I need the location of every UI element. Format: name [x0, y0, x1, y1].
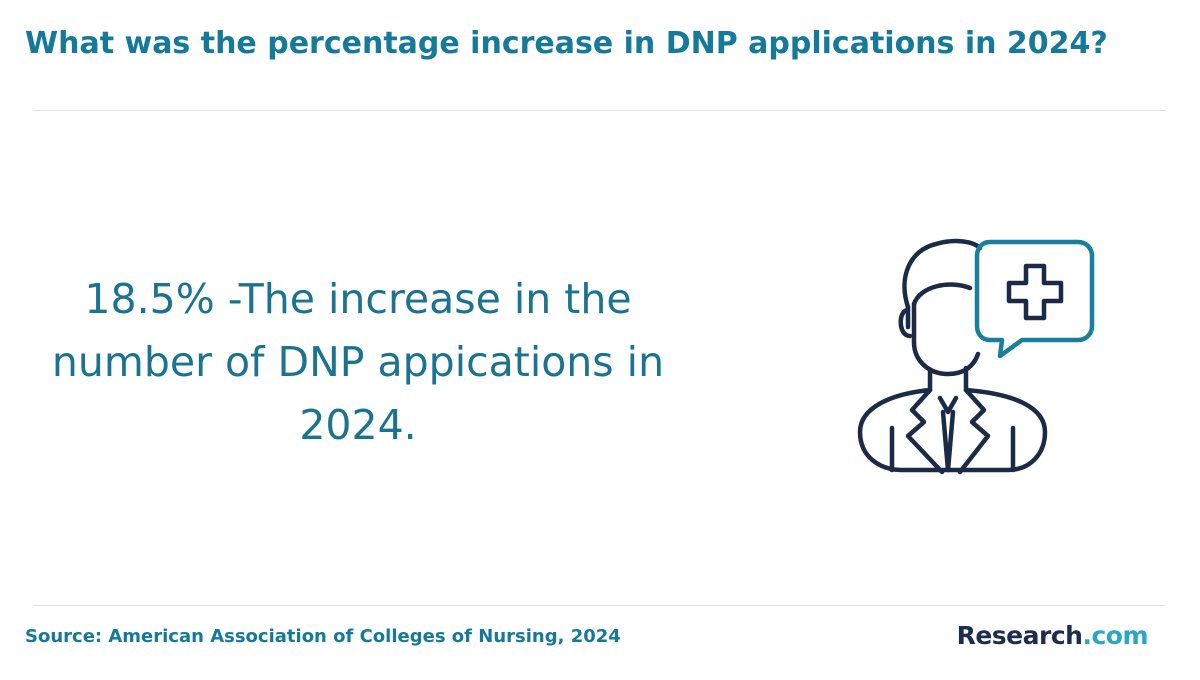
stat-statement: 18.5% -The increase in the number of DNP… [51, 275, 665, 449]
top-divider [33, 110, 1166, 111]
doctor-icon [857, 238, 1095, 475]
source-citation: Source: American Association of Colleges… [25, 626, 621, 647]
research-com-logo[interactable]: Research.com [956, 620, 1149, 652]
page-title: What was the percentage increase in DNP … [25, 26, 1108, 61]
logo-tld-text: .com [1082, 621, 1148, 650]
bottom-divider [33, 605, 1166, 606]
logo-brand-text: Research [956, 621, 1083, 650]
